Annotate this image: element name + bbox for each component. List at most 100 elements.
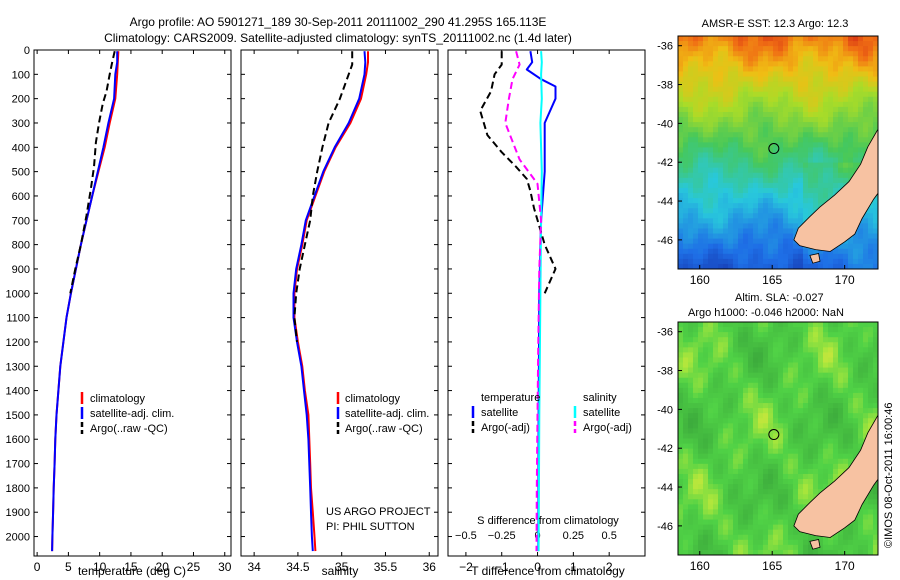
map-cell [873, 484, 878, 490]
map-cell [778, 377, 784, 384]
map-cell [843, 367, 849, 374]
map-cell [798, 332, 804, 338]
map-cell [743, 41, 749, 47]
map-cell [758, 549, 764, 555]
map-cell [863, 387, 869, 394]
map-cell [728, 509, 734, 516]
map-cell [768, 362, 774, 369]
map-cell [748, 322, 754, 328]
map-cell [698, 382, 704, 389]
map-cell [823, 101, 829, 108]
map-cell [688, 413, 694, 419]
map-cell [683, 428, 689, 435]
map-cell [683, 342, 689, 348]
map-cell [718, 137, 724, 143]
map-cell [678, 387, 684, 394]
map-cell [838, 448, 844, 455]
map-cell [788, 377, 794, 384]
map-cell [773, 372, 779, 379]
map-cell [738, 489, 744, 495]
map-cell [818, 253, 824, 260]
map-cell [728, 428, 734, 435]
map-cell [713, 218, 719, 225]
map-cell [788, 484, 794, 490]
map-cell [783, 238, 789, 245]
map-cell [743, 71, 749, 78]
map-cell [858, 46, 864, 52]
map-cell [768, 213, 774, 219]
map-cell [868, 322, 874, 328]
map-cell [678, 182, 684, 189]
map-cell [868, 86, 874, 93]
map-cell [678, 106, 684, 113]
map-cell [793, 484, 799, 490]
map-cell [738, 479, 744, 485]
map-cell [818, 187, 824, 194]
map-cell [848, 127, 854, 133]
map-cell [833, 423, 839, 429]
map-cell [683, 387, 689, 394]
map-cell [703, 208, 709, 214]
map-cell [718, 342, 724, 348]
map-cell [763, 86, 769, 93]
map-cell [843, 463, 849, 470]
map-cell [733, 387, 739, 394]
map-cell [683, 147, 689, 154]
map-cell [873, 382, 878, 389]
salinity-axes-frame [240, 49, 439, 557]
map-cell [823, 263, 829, 269]
map-cell [773, 418, 779, 424]
map-cell [858, 352, 864, 359]
map-cell [688, 243, 694, 250]
map-cell [688, 327, 694, 333]
map-cell [738, 182, 744, 189]
map-cell [768, 132, 774, 138]
map-cell [708, 494, 714, 500]
map-cell [693, 382, 699, 389]
map-cell [788, 243, 794, 250]
map-cell [758, 372, 764, 379]
map-cell [798, 253, 804, 260]
map-cell [853, 162, 859, 169]
map-cell [723, 362, 729, 369]
map-cell [753, 524, 759, 531]
map-cell [863, 91, 869, 98]
map-cell [823, 357, 829, 364]
map-cell [748, 167, 754, 174]
map-cell [828, 111, 834, 118]
map-cell [803, 198, 809, 204]
map-cell [683, 453, 689, 460]
map-cell [818, 132, 824, 138]
map-cell [788, 96, 794, 103]
map-cell [818, 167, 824, 174]
map-cell [798, 132, 804, 138]
map-cell [813, 367, 819, 374]
map-cell [798, 337, 804, 343]
map-cell [793, 423, 799, 429]
x-tick-label: 15 [124, 560, 138, 574]
map-cell [743, 228, 749, 235]
map-cell [738, 106, 744, 113]
map-cell [843, 377, 849, 384]
map-cell [748, 218, 754, 225]
map-cell [808, 208, 814, 214]
map-cell [678, 233, 684, 240]
map-cell [738, 46, 744, 52]
map-cell [703, 203, 709, 209]
map-cell [693, 147, 699, 154]
map-cell [698, 489, 704, 495]
map-cell [723, 489, 729, 495]
map-cell [868, 413, 874, 419]
map-cell [838, 544, 844, 551]
map-cell [723, 519, 729, 526]
map-cell [693, 539, 699, 546]
map-cell [783, 347, 789, 353]
map-cell [723, 382, 729, 389]
map-cell [833, 182, 839, 189]
map-cell [863, 106, 869, 113]
map-cell [833, 413, 839, 419]
map-cell [863, 228, 869, 235]
map-cell [828, 41, 834, 47]
map-cell [718, 519, 724, 526]
map-cell [693, 46, 699, 52]
